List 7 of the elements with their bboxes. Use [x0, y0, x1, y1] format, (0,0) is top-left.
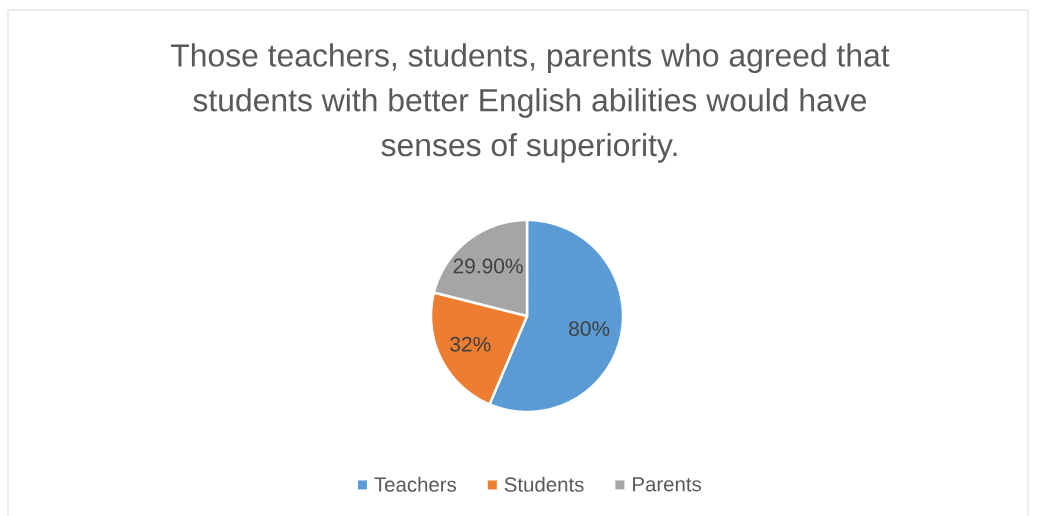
- legend-label: Students: [504, 476, 584, 492]
- data-label: 32%: [450, 336, 491, 352]
- chart-title: Those teachers, students, parents who agreed that students with better English abilities would have senses of superiority.: [170, 43, 890, 163]
- data-label: 29.90%: [453, 258, 523, 274]
- legend-label: Parents: [633, 477, 702, 492]
- legend-label: Teachers: [374, 476, 457, 492]
- data-label: 80%: [569, 321, 610, 336]
